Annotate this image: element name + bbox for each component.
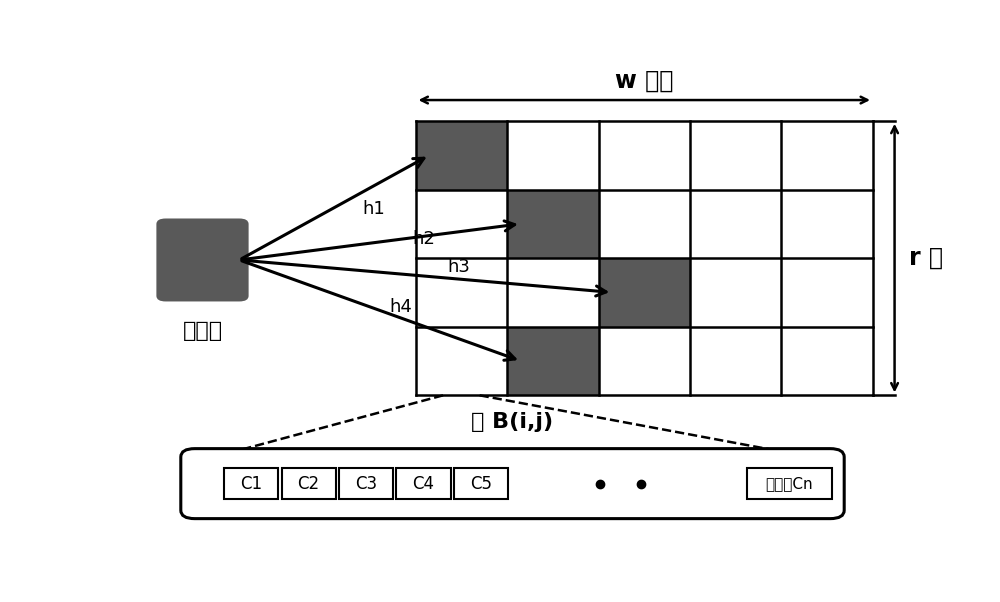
Bar	[416, 121, 507, 190]
Text: C2: C2	[298, 474, 320, 492]
Bar	[454, 468, 508, 500]
Bar	[224, 468, 278, 500]
Bar	[339, 468, 393, 500]
Text: C5: C5	[470, 474, 492, 492]
Bar	[507, 190, 599, 258]
Text: 数据包: 数据包	[182, 321, 223, 341]
Text: 计数器Cn: 计数器Cn	[765, 476, 813, 491]
Bar	[599, 258, 690, 327]
Text: C3: C3	[355, 474, 377, 492]
Text: C1: C1	[240, 474, 262, 492]
FancyBboxPatch shape	[181, 448, 844, 519]
Bar	[396, 468, 450, 500]
Bar	[507, 327, 599, 396]
Text: h2: h2	[412, 231, 435, 248]
FancyBboxPatch shape	[156, 219, 249, 302]
Text: h3: h3	[447, 258, 470, 276]
Text: C4: C4	[412, 474, 434, 492]
Text: r 行: r 行	[909, 246, 943, 270]
Text: 桶 B(i,j): 桶 B(i,j)	[471, 412, 554, 432]
Text: h1: h1	[362, 200, 385, 217]
Text: w 个桶: w 个桶	[615, 69, 673, 93]
Bar	[282, 468, 336, 500]
Text: h4: h4	[389, 298, 412, 315]
Bar	[747, 468, 832, 500]
